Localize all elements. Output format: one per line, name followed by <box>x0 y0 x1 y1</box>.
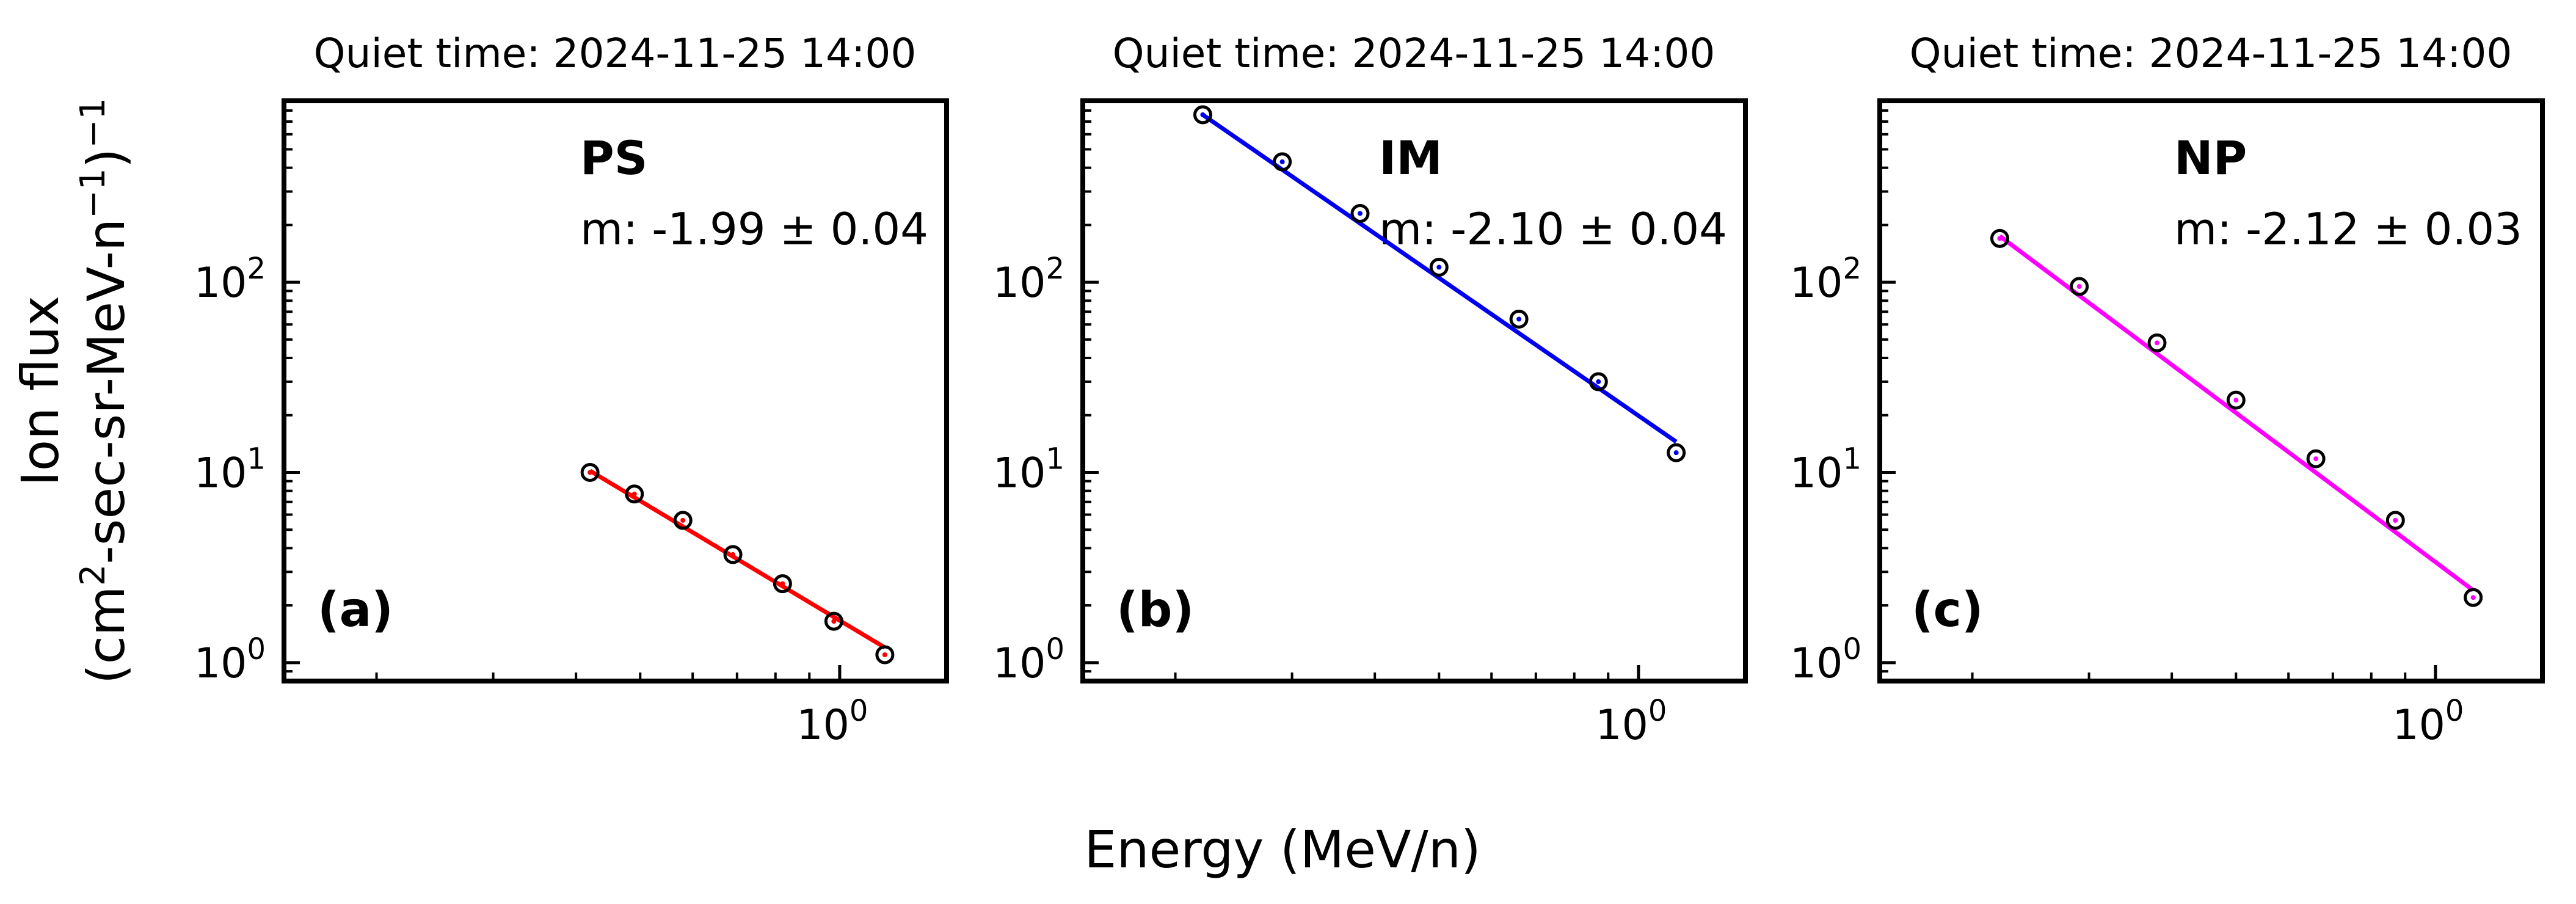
region-label: NP <box>2174 131 2247 185</box>
data-point <box>2070 277 2089 296</box>
y-tick-label: 101 <box>1790 442 1861 497</box>
data-point-center <box>1279 159 1285 164</box>
slope-annotation: m: -1.99 ± 0.04 <box>580 203 928 255</box>
y-axis-label: Ion flux (cm2-sec-sr-MeV-n−1)−1 <box>10 98 136 684</box>
data-point <box>580 462 600 482</box>
data-point <box>1350 203 1370 223</box>
data-point-center <box>882 652 887 657</box>
plot-frame <box>282 98 949 683</box>
data-point <box>1588 372 1608 392</box>
data-point <box>723 545 743 564</box>
region-label: PS <box>580 131 647 185</box>
data-point-center <box>2313 456 2319 462</box>
data-point-center <box>1436 264 1442 270</box>
panel-title: Quiet time: 2024-11-25 14:00 <box>1910 30 2512 77</box>
data-point <box>673 511 693 530</box>
slope-annotation: m: -2.12 ± 0.03 <box>2174 203 2522 255</box>
data-point <box>2226 390 2246 410</box>
data-point <box>773 574 792 594</box>
y-axis-label-line2: (cm2-sec-sr-MeV-n−1)−1 <box>73 98 136 684</box>
data-point <box>1429 257 1449 277</box>
y-tick-label: 100 <box>194 632 266 688</box>
data-point <box>1193 105 1212 125</box>
data-point-center <box>588 470 593 475</box>
data-point <box>875 645 895 665</box>
y-tick-label: 101 <box>993 442 1064 497</box>
y-tick-label: 101 <box>194 442 266 497</box>
panel-b: Quiet time: 2024-11-25 14:00 IM m: -2.10… <box>993 30 1748 749</box>
data-point-center <box>1673 450 1679 456</box>
data-point-center <box>1596 379 1601 384</box>
data-point <box>1990 228 2009 248</box>
x-tick-label: 100 <box>1595 694 1667 749</box>
y-tick-label: 102 <box>1790 252 1861 307</box>
data-point <box>2464 588 2483 607</box>
data-point-center <box>1200 112 1206 117</box>
data-point <box>1667 443 1686 462</box>
data-point-center <box>1357 211 1363 216</box>
y-axis-label-line1: Ion flux <box>10 296 70 486</box>
data-point <box>2147 333 2167 352</box>
data-point-center <box>1516 316 1522 322</box>
data-point-center <box>2076 284 2082 290</box>
data-point-center <box>780 581 785 586</box>
y-tick-label: 100 <box>1790 632 1861 688</box>
data-point-center <box>680 517 686 523</box>
plot-frame <box>1877 98 2545 683</box>
slope-annotation: m: -2.10 ± 0.04 <box>1379 203 1727 255</box>
region-label: IM <box>1379 131 1443 185</box>
y-tick-label: 102 <box>993 252 1064 307</box>
y-tick-label: 102 <box>194 252 266 307</box>
data-point <box>1509 309 1529 329</box>
data-point <box>1273 152 1292 172</box>
data-point-center <box>2154 340 2159 346</box>
data-point <box>824 611 843 631</box>
panel-a: Quiet time: 2024-11-25 14:00 PS m: -1.99… <box>194 30 949 749</box>
panel-letter: (a) <box>318 583 393 638</box>
data-point-center <box>2233 398 2239 403</box>
data-point-center <box>2393 517 2398 523</box>
data-point-center <box>2470 595 2476 600</box>
data-point-center <box>631 491 637 497</box>
x-tick-label: 100 <box>796 694 868 749</box>
data-point <box>625 484 644 504</box>
panel-title: Quiet time: 2024-11-25 14:00 <box>1113 30 1716 77</box>
data-point-center <box>730 552 736 557</box>
data-point <box>2385 511 2405 530</box>
panel-letter: (b) <box>1116 583 1194 638</box>
x-tick-label: 100 <box>2392 694 2464 749</box>
x-axis-label: Energy (MeV/n) <box>1084 820 1480 880</box>
panel-letter: (c) <box>1912 583 1984 638</box>
y-tick-label: 100 <box>993 632 1064 688</box>
panel-c: Quiet time: 2024-11-25 14:00 NP m: -2.12… <box>1790 30 2545 749</box>
plot-frame <box>1080 98 1748 683</box>
data-point-center <box>1997 236 2003 241</box>
data-point-center <box>831 619 837 624</box>
panel-title: Quiet time: 2024-11-25 14:00 <box>314 30 917 77</box>
data-point <box>2306 449 2326 468</box>
